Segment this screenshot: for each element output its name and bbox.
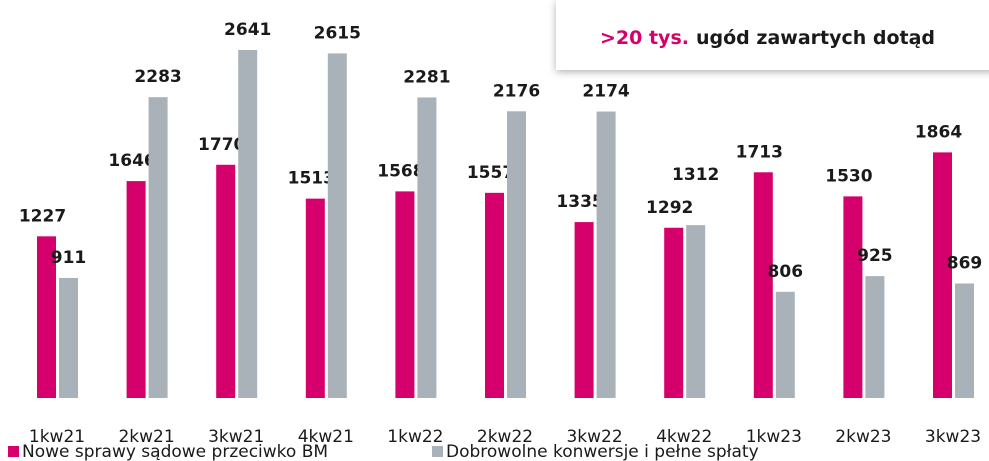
data-label: 1568 xyxy=(377,161,424,181)
x-tick-label: 2kw21 xyxy=(118,427,174,447)
bar xyxy=(417,97,437,398)
x-tick-label: 1kw21 xyxy=(29,427,85,447)
bar xyxy=(37,236,56,398)
data-label: 869 xyxy=(947,253,983,273)
annotation-highlight: >20 tys. xyxy=(600,27,689,49)
x-tick-label: 4kw21 xyxy=(298,427,354,447)
bar xyxy=(865,276,885,398)
bar xyxy=(753,172,773,398)
x-tick-label: 2kw23 xyxy=(835,427,891,447)
bar xyxy=(327,53,347,399)
data-label: 1530 xyxy=(825,166,872,186)
data-label: 806 xyxy=(768,262,804,282)
data-label: 911 xyxy=(51,248,87,268)
data-label: 1292 xyxy=(646,198,693,218)
bar xyxy=(305,198,325,398)
x-tick-label: 1kw22 xyxy=(387,427,443,447)
bar xyxy=(395,191,415,398)
data-label: 2283 xyxy=(134,67,181,87)
data-label: 1770 xyxy=(198,135,245,155)
data-label: 1557 xyxy=(467,163,514,183)
annotation-text: ugód zawartych dotąd xyxy=(696,27,935,49)
bar xyxy=(686,225,706,398)
bar xyxy=(574,222,594,398)
data-label: 1513 xyxy=(288,169,335,189)
bar xyxy=(485,192,504,398)
bar xyxy=(955,283,974,398)
legend-swatch xyxy=(432,446,443,457)
x-tick-label: 3kw21 xyxy=(208,427,264,447)
x-tick-label: 4kw22 xyxy=(656,427,712,447)
x-tick-label: 3kw23 xyxy=(925,427,981,447)
x-tick-label: 3kw22 xyxy=(566,427,622,447)
data-label: 2174 xyxy=(582,82,629,102)
bar xyxy=(664,227,684,398)
bar xyxy=(775,291,795,398)
legend-label: Nowe sprawy sądowe przeciwko BM xyxy=(22,442,328,461)
x-tick-label: 1kw23 xyxy=(746,427,802,447)
x-tick-label: 2kw22 xyxy=(477,427,533,447)
legend-label: Dobrowolne konwersje i pełne spłaty xyxy=(446,442,759,461)
annotation-box xyxy=(556,0,989,70)
data-label: 1646 xyxy=(108,151,155,171)
data-label: 1335 xyxy=(556,192,603,212)
bar xyxy=(216,164,236,398)
data-label: 1312 xyxy=(672,165,719,185)
bar xyxy=(126,181,146,398)
data-label: 2615 xyxy=(314,23,361,43)
data-label: 2281 xyxy=(403,67,450,87)
data-label: 1864 xyxy=(915,122,962,142)
bar xyxy=(596,111,616,399)
data-label: 925 xyxy=(857,246,893,266)
data-label: 1713 xyxy=(736,142,783,162)
legend-swatch xyxy=(8,446,19,457)
bar xyxy=(843,196,863,398)
bar xyxy=(148,97,168,399)
bar xyxy=(933,152,952,398)
data-label: 1227 xyxy=(19,206,66,226)
data-label: 2176 xyxy=(493,81,540,101)
bar xyxy=(59,277,78,398)
bar xyxy=(507,111,526,398)
bar xyxy=(238,50,258,398)
annotation: >20 tys. ugód zawartych dotąd xyxy=(600,27,935,49)
data-label: 2641 xyxy=(224,20,271,40)
